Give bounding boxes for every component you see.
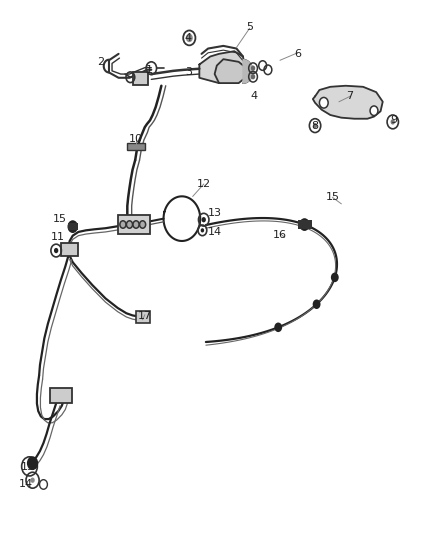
Circle shape xyxy=(319,98,328,108)
Circle shape xyxy=(27,456,38,470)
Circle shape xyxy=(313,300,321,309)
FancyBboxPatch shape xyxy=(136,311,150,323)
Text: 9: 9 xyxy=(390,115,397,125)
Circle shape xyxy=(391,119,395,125)
Text: 10: 10 xyxy=(129,134,143,144)
Text: 5: 5 xyxy=(246,22,253,33)
Circle shape xyxy=(127,221,133,228)
Circle shape xyxy=(120,221,126,228)
Text: 15: 15 xyxy=(53,214,67,224)
Text: 1: 1 xyxy=(146,65,152,75)
Circle shape xyxy=(67,220,78,233)
Circle shape xyxy=(201,217,206,222)
Circle shape xyxy=(186,34,193,42)
Text: 13: 13 xyxy=(21,463,35,472)
Text: 17: 17 xyxy=(138,311,152,321)
Circle shape xyxy=(133,221,139,228)
Circle shape xyxy=(140,221,146,228)
Circle shape xyxy=(30,478,35,483)
Polygon shape xyxy=(243,60,253,83)
Circle shape xyxy=(274,322,282,332)
FancyBboxPatch shape xyxy=(297,220,311,229)
FancyBboxPatch shape xyxy=(134,72,148,85)
Text: 11: 11 xyxy=(50,232,64,243)
Circle shape xyxy=(331,272,339,282)
FancyBboxPatch shape xyxy=(118,215,150,233)
Circle shape xyxy=(299,218,310,231)
FancyBboxPatch shape xyxy=(60,243,78,256)
FancyBboxPatch shape xyxy=(127,143,145,150)
Polygon shape xyxy=(199,51,245,83)
FancyBboxPatch shape xyxy=(50,388,72,402)
Text: 6: 6 xyxy=(294,49,301,59)
Text: 2: 2 xyxy=(98,57,105,67)
Polygon shape xyxy=(215,59,245,83)
Polygon shape xyxy=(313,86,383,119)
Text: 3: 3 xyxy=(185,68,192,77)
Text: 4: 4 xyxy=(185,33,192,43)
Circle shape xyxy=(370,106,378,116)
Text: 14: 14 xyxy=(208,227,222,237)
Circle shape xyxy=(251,66,255,71)
Text: 12: 12 xyxy=(197,179,211,189)
Circle shape xyxy=(251,74,255,79)
FancyBboxPatch shape xyxy=(68,223,78,230)
Text: 14: 14 xyxy=(19,480,33,489)
Text: 8: 8 xyxy=(311,120,318,131)
Text: 4: 4 xyxy=(251,91,258,101)
Circle shape xyxy=(54,248,58,253)
Circle shape xyxy=(201,228,204,232)
Text: 15: 15 xyxy=(325,192,339,203)
Circle shape xyxy=(313,123,317,128)
Text: 16: 16 xyxy=(273,230,287,240)
Text: 7: 7 xyxy=(346,91,353,101)
Text: 13: 13 xyxy=(208,208,222,219)
